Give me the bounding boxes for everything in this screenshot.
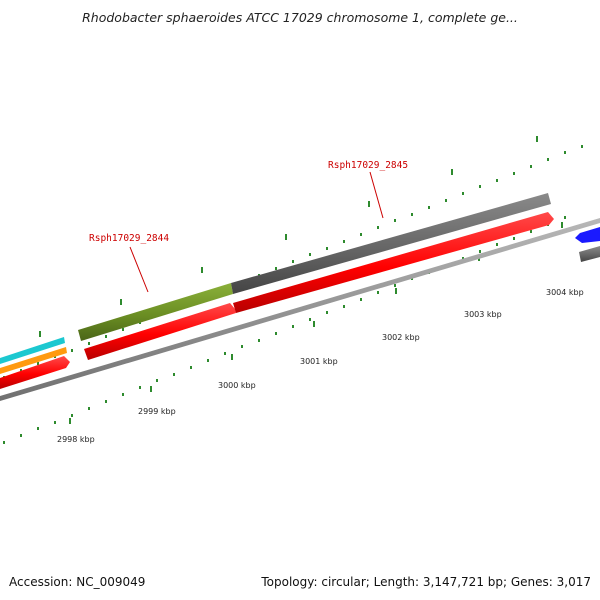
backbone xyxy=(0,218,600,401)
scale-label-3004: 3004 kbp xyxy=(546,288,584,297)
gene-olive[interactable] xyxy=(78,283,233,341)
gene-gray-right[interactable] xyxy=(579,246,600,262)
gene-label-2845[interactable]: Rsph17029_2845 xyxy=(328,160,408,171)
genome-summary: Topology: circular; Length: 3,147,721 bp… xyxy=(261,575,591,589)
scale-label-3003: 3003 kbp xyxy=(464,310,502,319)
scale-label-3000: 3000 kbp xyxy=(218,381,256,390)
gene-red-long[interactable] xyxy=(233,212,554,313)
scale-label-2998: 2998 kbp xyxy=(57,435,95,444)
scale-label-3002: 3002 kbp xyxy=(382,333,420,342)
label-leaders xyxy=(129,171,384,293)
accession-label: Accession: NC_009049 xyxy=(9,575,146,589)
map-title: Rhodobacter sphaeroides ATCC 17029 chrom… xyxy=(82,10,518,25)
gene-orange[interactable] xyxy=(0,347,67,374)
gene-label-2844[interactable]: Rsph17029_2844 xyxy=(89,233,169,244)
scale-label-3001: 3001 kbp xyxy=(300,357,338,366)
gene-blue-right[interactable] xyxy=(575,227,600,243)
gene-red-left[interactable] xyxy=(0,356,70,389)
gene-cyan[interactable] xyxy=(0,337,65,364)
gene-red-2844-strand[interactable] xyxy=(84,303,236,360)
outer-tick-row xyxy=(3,136,583,379)
scale-label-2999: 2999 kbp xyxy=(138,407,176,416)
gene-gray-2845[interactable] xyxy=(231,193,551,294)
